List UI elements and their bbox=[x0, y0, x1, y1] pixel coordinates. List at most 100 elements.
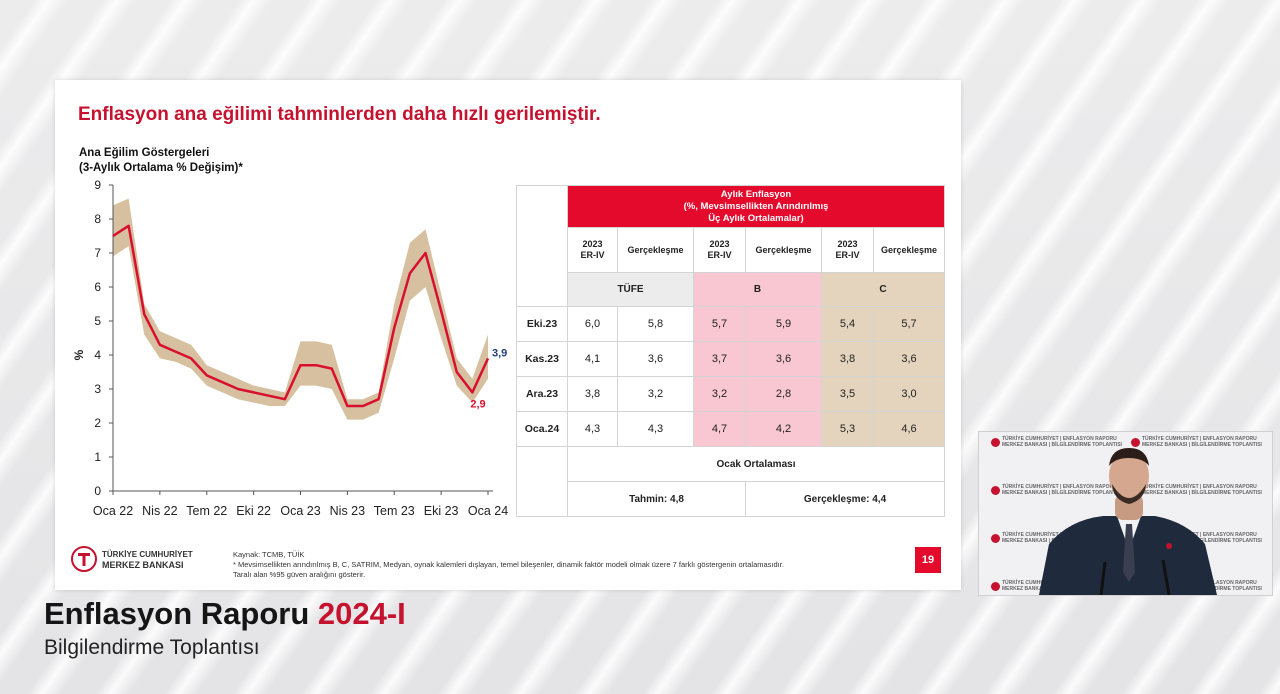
table-body: Eki.23 6,0 5,8 5,7 5,9 5,4 5,7 Kas.23 4,1 3,6 3,7 3… bbox=[516, 306, 945, 447]
y-tick-label: 0 bbox=[94, 484, 101, 498]
chart-title-line2: (3-Aylık Ortalama % Değişim)* bbox=[79, 162, 243, 174]
source-text: Kaynak: TCMB, TÜİK bbox=[233, 550, 305, 559]
x-tick-label: Oca 23 bbox=[280, 504, 320, 518]
x-tick-label: Oca 22 bbox=[93, 504, 133, 518]
jan-average-label: Ocak Ortalaması bbox=[567, 446, 945, 482]
x-tick-label: Nis 22 bbox=[142, 504, 177, 518]
table-cell: 3,6 bbox=[745, 341, 822, 377]
col-actual: Gerçekleşme bbox=[745, 227, 822, 273]
table-cell: 3,6 bbox=[617, 341, 694, 377]
report-subtitle: Bilgilendirme Toplantısı bbox=[44, 636, 260, 659]
group-header: C bbox=[821, 272, 945, 307]
logo-line2: MERKEZ BANKASI bbox=[102, 560, 184, 570]
row-label: Oca.24 bbox=[516, 411, 568, 447]
table-cell: 4,6 bbox=[873, 411, 945, 447]
table-group-row: TÜFE B C bbox=[517, 272, 945, 307]
x-tick-label: Oca 24 bbox=[468, 504, 508, 518]
table-cell: 3,2 bbox=[693, 376, 746, 412]
col-forecast: 2023 ER-IV bbox=[567, 227, 618, 273]
y-tick-label: 8 bbox=[94, 212, 101, 226]
table-header: Aylık Enflasyon (%, Mevsimsellikten Arınd… bbox=[567, 185, 945, 228]
series-line bbox=[112, 224, 490, 408]
group-header: TÜFE bbox=[567, 272, 694, 307]
table-header-line: (%, Mevsimsellikten Arındırılmış bbox=[683, 200, 829, 212]
x-tick-label: Nis 23 bbox=[330, 504, 365, 518]
table-cell: 3,7 bbox=[693, 341, 746, 377]
row-label: Kas.23 bbox=[516, 341, 568, 377]
group-header: B bbox=[693, 272, 822, 307]
col-forecast: 2023 ER-IV bbox=[821, 227, 874, 273]
backdrop-emblem-icon bbox=[991, 581, 1000, 591]
row-label: Ara.23 bbox=[516, 376, 568, 412]
y-axis-label: % bbox=[72, 349, 86, 360]
x-tick-label: Eki 23 bbox=[424, 504, 459, 518]
x-tick-label: Tem 22 bbox=[186, 504, 227, 518]
col-actual: Gerçekleşme bbox=[617, 227, 694, 273]
table-cell: 5,9 bbox=[745, 306, 822, 342]
line-chart: 0 1 2 3 4 5 6 7 8 9% Oca 22 Nis 22 Tem 22 Eki 22 Oca 2… bbox=[72, 178, 508, 518]
confidence-band bbox=[113, 198, 488, 420]
report-year: 2024-I bbox=[317, 596, 406, 631]
table-cell: 5,7 bbox=[873, 306, 945, 342]
table-cell: 4,7 bbox=[693, 411, 746, 447]
table-cell: 6,0 bbox=[567, 306, 618, 342]
y-tick-label: 3 bbox=[94, 382, 101, 396]
source-notes: Kaynak: TCMB, TÜİK * Mevsimsellikten arı… bbox=[233, 550, 784, 580]
y-tick-label: 7 bbox=[94, 246, 101, 260]
table-row: Kas.23 4,1 3,6 3,7 3,6 3,8 3,6 bbox=[516, 341, 945, 377]
y-tick-label: 6 bbox=[94, 280, 101, 294]
logo-line1: TÜRKİYE CUMHURİYET bbox=[102, 550, 193, 559]
presentation-slide: Enflasyon ana eğilimi tahminlerden daha … bbox=[55, 80, 961, 590]
table-cell: 4,2 bbox=[745, 411, 822, 447]
table-cell: 5,7 bbox=[693, 306, 746, 342]
page-number: 19 bbox=[915, 547, 941, 573]
table-header-text: Aylık Enflasyon (%, Mevsimsellikten Arınd… bbox=[568, 189, 944, 225]
y-tick-label: 4 bbox=[94, 348, 101, 362]
table-row: Ara.23 3,8 3,2 3,2 2,8 3,5 3,0 bbox=[516, 376, 945, 412]
footnote-1: * Mevsimsellikten arındırılmış B, C, SAT… bbox=[233, 560, 784, 569]
table-cell: 5,3 bbox=[821, 411, 874, 447]
table-header-line: Aylık Enflasyon bbox=[720, 188, 792, 200]
last-value-label: 3,9 bbox=[492, 347, 507, 359]
footnote-2: Taralı alan %95 güven aralığını gösterir… bbox=[233, 570, 366, 579]
table-cell: 4,1 bbox=[567, 341, 618, 377]
backdrop-emblem-icon bbox=[991, 437, 1000, 447]
backdrop-emblem-icon bbox=[991, 533, 1000, 543]
table-header-line: Üç Aylık Ortalamalar) bbox=[708, 212, 804, 224]
table-cell: 5,8 bbox=[617, 306, 694, 342]
report-title-text: Enflasyon Raporu bbox=[44, 596, 310, 631]
x-tick-label: Eki 22 bbox=[236, 504, 271, 518]
col-actual: Gerçekleşme bbox=[873, 227, 945, 273]
jan-actual: Gerçekleşme: 4,4 bbox=[745, 481, 945, 517]
col-forecast: 2023 ER-IV bbox=[693, 227, 746, 273]
table-corner-bottom bbox=[516, 446, 568, 482]
video-feed: TÜRKİYE CUMHURİYET | ENFLASYON RAPORU MER… bbox=[978, 431, 1273, 596]
table-cell: 5,4 bbox=[821, 306, 874, 342]
y-tick-label: 9 bbox=[94, 178, 101, 192]
chart-title: Ana Eğilim Göstergeleri (3-Aylık Ortalam… bbox=[79, 146, 243, 176]
table-corner bbox=[516, 185, 568, 307]
slide-title: Enflasyon ana eğilimi tahminlerden daha … bbox=[78, 104, 601, 125]
tcmb-logo: TÜRKİYE CUMHURİYET MERKEZ BANKASI bbox=[69, 544, 199, 576]
backdrop-emblem-icon bbox=[1131, 437, 1140, 447]
table-cell: 4,3 bbox=[567, 411, 618, 447]
table-cell: 3,0 bbox=[873, 376, 945, 412]
inflation-table: Aylık Enflasyon (%, Mevsimsellikten Arınd… bbox=[516, 185, 945, 517]
table-cell: 3,8 bbox=[567, 376, 618, 412]
table-corner-bottom2 bbox=[516, 481, 568, 517]
table-cell: 2,8 bbox=[745, 376, 822, 412]
y-tick-label: 2 bbox=[94, 416, 101, 430]
jan-forecast: Tahmin: 4,8 bbox=[567, 481, 746, 517]
chart-title-line1: Ana Eğilim Göstergeleri bbox=[79, 147, 210, 159]
report-title: Enflasyon Raporu 2024-I bbox=[44, 596, 406, 632]
table-cell: 3,5 bbox=[821, 376, 874, 412]
table-row: Oca.24 4,3 4,3 4,7 4,2 5,3 4,6 bbox=[516, 411, 945, 447]
x-tick-label: Tem 23 bbox=[374, 504, 415, 518]
logo-text: TÜRKİYE CUMHURİYET MERKEZ BANKASI bbox=[102, 550, 193, 570]
prev-value-label: 2,9 bbox=[470, 398, 485, 410]
y-tick-label: 1 bbox=[94, 450, 101, 464]
row-label: Eki.23 bbox=[516, 306, 568, 342]
table-cell: 3,8 bbox=[821, 341, 874, 377]
